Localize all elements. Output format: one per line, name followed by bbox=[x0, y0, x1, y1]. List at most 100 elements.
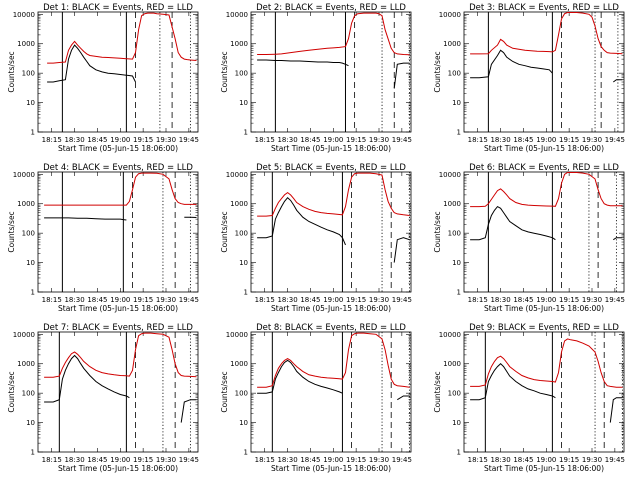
panel-title: Det 9: BLACK = Events, RED = LLD bbox=[469, 323, 619, 333]
x-tick-label: 19:00 bbox=[323, 136, 343, 144]
y-tick-label: 1000 bbox=[230, 360, 248, 368]
x-tick-label: 18:15 bbox=[468, 136, 488, 144]
x-tick-label: 18:15 bbox=[255, 456, 275, 464]
y-tick-label: 1000 bbox=[17, 200, 35, 208]
y-tick-label: 1 bbox=[457, 449, 461, 457]
panel-det-5: Det 5: BLACK = Events, RED = LLD 1 10 100 10… bbox=[220, 163, 412, 313]
x-tick-label: 18:30 bbox=[64, 456, 84, 464]
panel-title: Det 3: BLACK = Events, RED = LLD bbox=[469, 3, 619, 13]
y-tick-label: 100 bbox=[235, 390, 248, 398]
y-tick-label: 10 bbox=[452, 419, 461, 427]
x-tick-label: 19:30 bbox=[582, 136, 602, 144]
y-tick-label: 1 bbox=[31, 449, 35, 457]
y-tick-label: 100 bbox=[235, 230, 248, 238]
x-tick-label: 19:00 bbox=[536, 296, 556, 304]
panel-det-7: Det 7: BLACK = Events, RED = LLD 1 10 100 10… bbox=[7, 323, 199, 473]
series-red-line bbox=[47, 12, 197, 64]
x-tick-label: 18:30 bbox=[490, 136, 510, 144]
y-tick-label: 100 bbox=[448, 390, 461, 398]
x-tick-label: 18:30 bbox=[277, 296, 297, 304]
panel-det-3: Det 3: BLACK = Events, RED = LLD 1 10 100 10… bbox=[433, 3, 625, 153]
x-tick-label: 18:15 bbox=[42, 136, 62, 144]
y-tick-label: 1000 bbox=[17, 40, 35, 48]
panel-det-6: Det 6: BLACK = Events, RED = LLD 1 10 100 10… bbox=[433, 163, 625, 313]
x-tick-label: 19:15 bbox=[346, 296, 366, 304]
x-axis-label: Start Time (05-Jun-15 18:06:00) bbox=[58, 304, 178, 313]
y-tick-label: 10 bbox=[26, 419, 35, 427]
y-axis-label: Counts/sec bbox=[7, 371, 16, 412]
x-tick-label: 19:00 bbox=[110, 136, 130, 144]
x-tick-label: 19:15 bbox=[346, 456, 366, 464]
x-tick-label: 19:30 bbox=[582, 296, 602, 304]
x-tick-label: 19:45 bbox=[179, 456, 199, 464]
x-tick-label: 19:15 bbox=[133, 136, 153, 144]
series-red-line bbox=[257, 12, 410, 56]
y-tick-label: 10000 bbox=[439, 11, 461, 19]
y-tick-label: 1000 bbox=[230, 40, 248, 48]
y-tick-label: 10 bbox=[239, 259, 248, 267]
x-tick-label: 19:00 bbox=[323, 456, 343, 464]
series-black-line bbox=[257, 196, 410, 263]
y-tick-label: 100 bbox=[22, 390, 35, 398]
x-tick-label: 19:30 bbox=[156, 136, 176, 144]
plot-frame bbox=[250, 11, 412, 133]
y-tick-label: 1000 bbox=[443, 200, 461, 208]
plot-frame bbox=[250, 171, 412, 293]
series-black-line bbox=[470, 363, 623, 423]
y-tick-label: 10 bbox=[26, 99, 35, 107]
y-tick-label: 10000 bbox=[13, 11, 35, 19]
x-tick-label: 19:00 bbox=[110, 456, 130, 464]
x-tick-label: 18:30 bbox=[64, 136, 84, 144]
y-axis-label: Counts/sec bbox=[220, 211, 229, 252]
panel-det-1: Det 1: BLACK = Events, RED = LLD 1 10 100 10… bbox=[7, 3, 199, 153]
x-tick-label: 18:30 bbox=[64, 296, 84, 304]
series-red-line bbox=[470, 338, 623, 388]
y-tick-label: 1000 bbox=[443, 40, 461, 48]
x-tick-label: 19:30 bbox=[582, 456, 602, 464]
y-axis-label: Counts/sec bbox=[220, 51, 229, 92]
x-tick-label: 19:45 bbox=[392, 456, 412, 464]
y-tick-label: 10000 bbox=[439, 171, 461, 179]
y-tick-label: 1 bbox=[31, 289, 35, 297]
y-tick-label: 1 bbox=[244, 289, 248, 297]
series-black-line bbox=[257, 59, 410, 89]
y-tick-label: 1 bbox=[244, 129, 248, 137]
panel-title: Det 6: BLACK = Events, RED = LLD bbox=[469, 163, 619, 173]
x-axis-label: Start Time (05-Jun-15 18:06:00) bbox=[271, 464, 391, 473]
panel-title: Det 1: BLACK = Events, RED = LLD bbox=[43, 3, 193, 13]
x-tick-label: 19:15 bbox=[559, 136, 579, 144]
y-tick-label: 1 bbox=[457, 289, 461, 297]
panel-title: Det 7: BLACK = Events, RED = LLD bbox=[43, 323, 193, 333]
y-tick-label: 1 bbox=[31, 129, 35, 137]
x-tick-label: 19:45 bbox=[392, 296, 412, 304]
y-tick-label: 10000 bbox=[226, 331, 248, 339]
x-tick-label: 19:45 bbox=[605, 136, 625, 144]
x-tick-label: 18:45 bbox=[300, 136, 320, 144]
x-tick-label: 18:45 bbox=[300, 456, 320, 464]
y-tick-label: 10000 bbox=[439, 331, 461, 339]
plot-frame bbox=[37, 11, 199, 133]
x-tick-label: 18:45 bbox=[513, 136, 533, 144]
y-axis-label: Counts/sec bbox=[7, 51, 16, 92]
x-tick-label: 19:15 bbox=[133, 456, 153, 464]
x-tick-label: 18:45 bbox=[87, 136, 107, 144]
x-tick-label: 19:00 bbox=[110, 296, 130, 304]
x-tick-label: 18:15 bbox=[468, 296, 488, 304]
x-tick-label: 19:30 bbox=[369, 296, 389, 304]
x-tick-label: 19:00 bbox=[536, 456, 556, 464]
y-tick-label: 100 bbox=[448, 230, 461, 238]
x-tick-label: 19:45 bbox=[179, 136, 199, 144]
panel-det-9: Det 9: BLACK = Events, RED = LLD 1 10 100 10… bbox=[433, 323, 625, 473]
x-tick-label: 18:45 bbox=[87, 296, 107, 304]
x-tick-label: 19:45 bbox=[179, 296, 199, 304]
x-axis-label: Start Time (05-Jun-15 18:06:00) bbox=[58, 144, 178, 153]
x-tick-label: 18:30 bbox=[490, 456, 510, 464]
y-tick-label: 1 bbox=[457, 129, 461, 137]
y-tick-label: 10 bbox=[452, 259, 461, 267]
plot-frame bbox=[463, 171, 625, 293]
series-black-line bbox=[44, 354, 197, 423]
y-tick-label: 1000 bbox=[17, 360, 35, 368]
x-tick-label: 18:30 bbox=[277, 456, 297, 464]
x-axis-label: Start Time (05-Jun-15 18:06:00) bbox=[484, 144, 604, 153]
x-tick-label: 18:15 bbox=[255, 296, 275, 304]
